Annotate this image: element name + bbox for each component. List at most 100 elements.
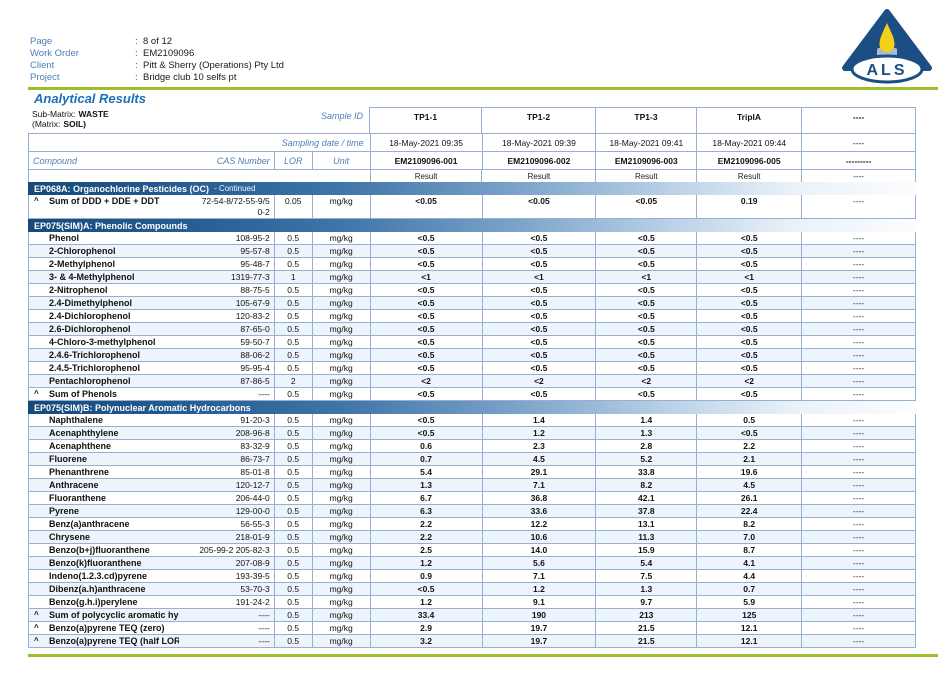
table-row: Naphthalene 91-20-3 0.5 mg/kg <0.5 1.4 1.4 0.5-…	[28, 414, 917, 427]
result-value: <0.5	[481, 388, 596, 400]
sub-matrix-line: Sub-Matrix: WASTE	[32, 109, 109, 119]
result-label-2: Result	[595, 170, 696, 182]
unit-value: mg/kg	[311, 297, 370, 309]
results-table: Sub-Matrix: WASTE (Matrix: SOIL) Sample ID…	[28, 107, 917, 648]
compound-name: 2.4-Dichlorophenol	[49, 311, 131, 321]
result-value: <0.5	[696, 310, 801, 322]
cas-number: 83-32-9	[240, 440, 270, 451]
table-row: 3- & 4-Methylphenol 1319-77-3 1 mg/kg <1 <1 <1…	[28, 271, 917, 284]
compound-name: 2-Chlorophenol	[49, 246, 116, 256]
matrix-value: SOIL)	[63, 119, 87, 129]
compound-cell: Pyrene	[29, 505, 179, 517]
unit-value: mg/kg	[311, 271, 370, 283]
result-value: <1	[481, 271, 596, 283]
result-value: 13.1	[595, 518, 696, 530]
result-value: <0.5	[595, 297, 696, 309]
result-value: <0.5	[369, 336, 482, 348]
result-value: ----	[801, 427, 917, 439]
result-value: ----	[801, 622, 917, 634]
result-value: 1.2	[481, 427, 596, 439]
lor-value: 0.5	[273, 323, 312, 335]
unit-value: mg/kg	[311, 375, 370, 387]
result-value: <2	[595, 375, 696, 387]
result-value: ----	[801, 518, 917, 530]
table-row: Benzo(k)fluoranthene 207-08-9 0.5 mg/kg 1.2 5…	[28, 557, 917, 570]
sample-id-3: TripIA	[696, 107, 801, 133]
result-value: 2.2	[369, 531, 482, 543]
result-value: <0.5	[696, 297, 801, 309]
compound-cell: 2-Chlorophenol	[29, 245, 179, 257]
compound-cell: Chrysene	[29, 531, 179, 543]
client-label: Client	[30, 60, 55, 71]
result-value: 1.4	[481, 414, 596, 426]
compound-name: Pentachlorophenol	[49, 376, 131, 386]
result-value: <0.5	[369, 232, 482, 244]
compound-name: Dibenz(a.h)anthracene	[49, 584, 146, 594]
footer-divider	[28, 654, 938, 657]
table-row: 2.6-Dichlorophenol 87-65-0 0.5 mg/kg <0.5 <0.…	[28, 323, 917, 336]
result-value: ----	[801, 375, 917, 387]
result-value: <0.5	[481, 349, 596, 361]
table-row: Acenaphthylene 208-96-8 0.5 mg/kg <0.5 1.2 1.3…	[28, 427, 917, 440]
compound-label: Compound	[33, 155, 78, 166]
cas-number: 207-08-9	[235, 557, 270, 568]
result-label-0: Result	[369, 170, 482, 182]
unit-value: mg/kg	[311, 505, 370, 517]
result-value: <0.5	[481, 297, 596, 309]
sample-code-1: EM2109096-002	[481, 152, 596, 169]
unit-value: mg/kg	[311, 245, 370, 257]
sample-id-label: Sample ID	[320, 111, 363, 121]
lor-value: 0.5	[273, 284, 312, 296]
work-order-label: Work Order	[30, 48, 79, 59]
result-value: 4.5	[696, 479, 801, 491]
lor-value: 0.5	[273, 492, 312, 504]
result-value: 1.2	[481, 583, 596, 595]
unit-value: mg/kg	[311, 232, 370, 244]
cas-number: 85-01-8	[240, 466, 270, 477]
compound-name: Indeno(1.2.3.cd)pyrene	[49, 571, 148, 581]
table-row: 2.4-Dichlorophenol 120-83-2 0.5 mg/kg <0.5 <0…	[28, 310, 917, 323]
result-value: 1.3	[369, 479, 482, 491]
unit-value: mg/kg	[311, 583, 370, 595]
cas-number: 120-83-2	[235, 310, 270, 321]
compound-name: Sum of Phenols	[49, 389, 118, 399]
compound-cell: Fluorene	[29, 453, 179, 465]
section-header: EP068A: Organochlorine Pesticides (OC) - …	[28, 182, 916, 195]
result-value: <0.5	[481, 336, 596, 348]
unit-value: mg/kg	[311, 195, 370, 218]
result-value: <1	[369, 271, 482, 283]
compound-cell: Naphthalene	[29, 414, 179, 426]
compound-name: Phenol	[49, 233, 80, 243]
sample-datetime-4: ----	[801, 134, 917, 151]
lor-value: 0.5	[273, 583, 312, 595]
result-value: 1.3	[595, 583, 696, 595]
compound-name: Benzo(k)fluoranthene	[49, 558, 142, 568]
unit-value: mg/kg	[311, 414, 370, 426]
result-value: 7.0	[696, 531, 801, 543]
sub-matrix: Sub-Matrix: WASTE (Matrix: SOIL)	[28, 107, 273, 133]
result-value: ----	[801, 505, 917, 517]
unit-value: mg/kg	[311, 349, 370, 361]
sample-id-4: ----	[801, 107, 916, 133]
compound-name: 2-Methylphenol	[49, 259, 116, 269]
compound-cell: 2.4.6-Trichlorophenol	[29, 349, 179, 361]
compound-name: 2.6-Dichlorophenol	[49, 324, 131, 334]
result-value: <2	[369, 375, 482, 387]
compound-cell: Phenol	[29, 232, 179, 244]
lor-value: 0.5	[273, 479, 312, 491]
cas-number: 206-44-0	[235, 492, 270, 503]
compound-name: Sum of polycyclic aromatic hydrocarbons	[49, 610, 179, 620]
lor-value: 0.5	[273, 440, 312, 452]
meta-client: Client : Pitt & Sherry (Operations) Pty …	[30, 60, 284, 72]
section-header: EP075(SIM)A: Phenolic Compounds	[28, 219, 916, 232]
sample-datetime-2: 18-May-2021 09:41	[595, 134, 696, 151]
result-value: <2	[696, 375, 801, 387]
compound-name: Sum of DDD + DDE + DDT	[49, 196, 160, 206]
sample-datetime-0: 18-May-2021 09:35	[369, 134, 482, 151]
cas-number: 193-39-5	[235, 570, 270, 581]
result-value: <0.5	[369, 310, 482, 322]
unit-value: mg/kg	[311, 284, 370, 296]
section-suffix: - Continued	[214, 184, 256, 193]
cas-number: 88-06-2	[240, 349, 270, 360]
unit-value: mg/kg	[311, 518, 370, 530]
